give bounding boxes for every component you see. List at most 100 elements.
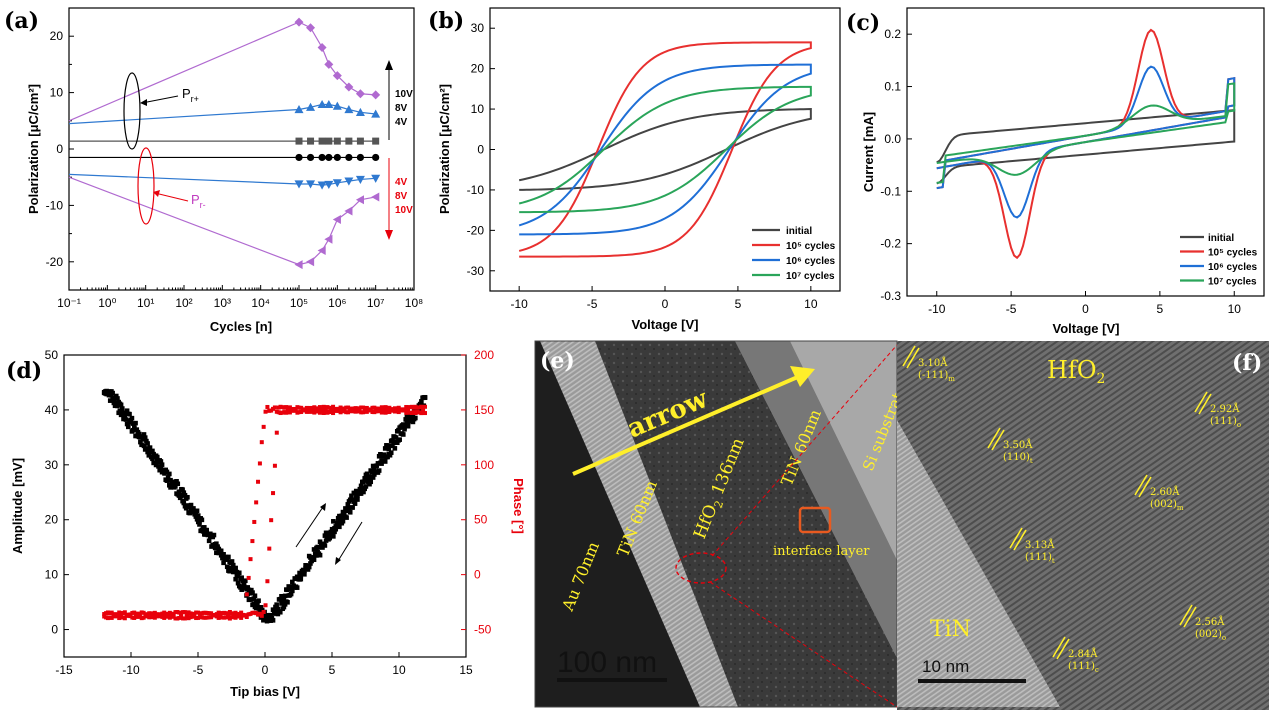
- d-phase-point: [267, 546, 272, 551]
- panel-a-series: [68, 17, 381, 270]
- d-amplitude-point: [126, 424, 131, 430]
- d-amplitude-point: [275, 606, 281, 612]
- c-legend-label: 10⁵ cycles: [1208, 248, 1258, 259]
- d-phase-point: [244, 615, 249, 620]
- d-phase-point: [259, 440, 264, 445]
- a-point: [318, 153, 326, 162]
- d-amplitude-point: [144, 438, 149, 444]
- a-point: [372, 137, 380, 145]
- d-amplitude-point: [211, 532, 217, 538]
- d-amplitude-point: [350, 505, 355, 510]
- tem-e-scale-bar: [557, 678, 667, 682]
- d-amplitude-point: [345, 502, 351, 507]
- b-ytick-label: -10: [467, 183, 485, 197]
- a-point: [317, 99, 327, 109]
- hrtem-spacing-hkl: (111)c: [1068, 661, 1099, 674]
- d-amplitude-point: [132, 426, 137, 431]
- d-phase-point: [269, 518, 274, 523]
- b-ytick-label: 20: [471, 62, 485, 76]
- d-amplitude-point: [364, 471, 370, 477]
- d-amplitude-point: [363, 484, 369, 489]
- a-point: [324, 99, 334, 109]
- d-phase-point: [261, 609, 266, 614]
- d-phase-point: [377, 408, 382, 413]
- d-amplitude-point: [147, 445, 153, 450]
- d-amplitude-point: [206, 538, 212, 544]
- d-phase-point: [117, 616, 122, 621]
- d-amplitude-point: [239, 587, 244, 592]
- d-amplitude-point: [385, 454, 390, 460]
- d-amplitude-point: [164, 469, 170, 475]
- d-phase-point: [287, 405, 292, 410]
- d-amplitude-point: [362, 486, 367, 492]
- d-phase-point: [254, 500, 259, 505]
- d-amplitude-point: [382, 446, 388, 451]
- d-y2tick-label: 0: [474, 568, 481, 582]
- d-amplitude-point: [154, 454, 160, 460]
- a-point: [306, 180, 316, 189]
- d-amplitude-point: [273, 604, 278, 610]
- panel-a: (a) 10⁻¹ 10⁰ 10¹ 10² 10³ 10⁴ 10⁵ 10⁶ 10⁷ 10⁸ -20-…: [4, 7, 423, 334]
- d-amplitude-point: [194, 516, 200, 522]
- hrtem-spacing-hkl: (111)o: [1210, 416, 1241, 429]
- a-point: [317, 246, 326, 256]
- volt-bottom-10v: 10V: [395, 205, 413, 216]
- d-amplitude-point: [221, 560, 226, 566]
- d-amplitude-point: [402, 425, 407, 430]
- hrtem-spacing-d: 2.92Å: [1210, 403, 1240, 415]
- d-amplitude-point: [221, 552, 226, 557]
- d-amplitude-point: [277, 609, 283, 615]
- d-amplitude-point: [185, 494, 190, 500]
- d-amplitude-point: [162, 470, 167, 475]
- a-point: [295, 137, 303, 145]
- d-amplitude-point: [145, 441, 150, 446]
- pr-plus-ellipse: [123, 72, 141, 150]
- d-amplitude-point: [331, 534, 336, 539]
- b-legend-label: 10⁷ cycles: [786, 271, 835, 282]
- a-point: [355, 175, 365, 184]
- hrtem-fringe-mark: [1179, 604, 1193, 626]
- panel-a-ylabel: Polarization [μC/cm²]: [26, 84, 41, 214]
- d-amplitude-point: [258, 605, 264, 610]
- d-xtick-label: -5: [193, 663, 204, 677]
- d-y2tick-label: -50: [474, 623, 492, 637]
- b-ytick-label: 30: [471, 21, 485, 35]
- d-amplitude-point: [249, 597, 254, 602]
- c-legend-label: 10⁶ cycles: [1208, 262, 1258, 273]
- panel-d-label: (d): [6, 358, 42, 384]
- d-amplitude-point: [130, 421, 136, 426]
- panel-b-ylabel: Polarization [μC/cm²]: [437, 84, 452, 214]
- d-amplitude-point: [133, 420, 138, 426]
- hrtem-hfo2-label: HfO2: [1047, 356, 1105, 387]
- d-amplitude-point: [375, 461, 381, 466]
- d-amplitude-point: [158, 466, 164, 471]
- d-amplitude-point: [138, 439, 143, 445]
- hrtem-fringe-mark: [1134, 474, 1148, 496]
- d-amplitude-point: [233, 565, 238, 571]
- c-xtick-label: 10: [1228, 302, 1242, 316]
- d-amplitude-point: [317, 552, 323, 558]
- d-amplitude-point: [233, 576, 238, 582]
- d-phase-point: [265, 404, 270, 409]
- d-amplitude-point: [175, 481, 181, 487]
- d-amplitude-point: [328, 529, 334, 535]
- pr-minus-ellipse: [137, 147, 155, 225]
- a-ytick-label: -10: [46, 198, 64, 212]
- d-amplitude-point: [269, 615, 275, 621]
- d-y2tick-label: 200: [474, 348, 494, 362]
- d-amplitude-point: [356, 490, 361, 495]
- d-phase-point: [257, 461, 262, 466]
- d-amplitude-point: [243, 578, 248, 584]
- d-amplitude-point: [316, 545, 322, 550]
- d-amplitude-point: [405, 419, 411, 425]
- d-amplitude-point: [173, 484, 178, 489]
- panel-c-legend: initial 10⁵ cycles 10⁶ cycles 10⁷ cycles: [1180, 233, 1258, 288]
- a-point: [371, 90, 381, 100]
- tem-direction-arrow: [572, 374, 801, 476]
- d-amplitude-point: [387, 443, 393, 449]
- panel-d-ylabel: Amplitude [mV]: [10, 458, 25, 554]
- d-amplitude-point: [288, 591, 294, 597]
- d-amplitude-point: [136, 431, 142, 437]
- b-loop-1: [518, 41, 812, 258]
- volt-top-8v: 8V: [395, 103, 408, 114]
